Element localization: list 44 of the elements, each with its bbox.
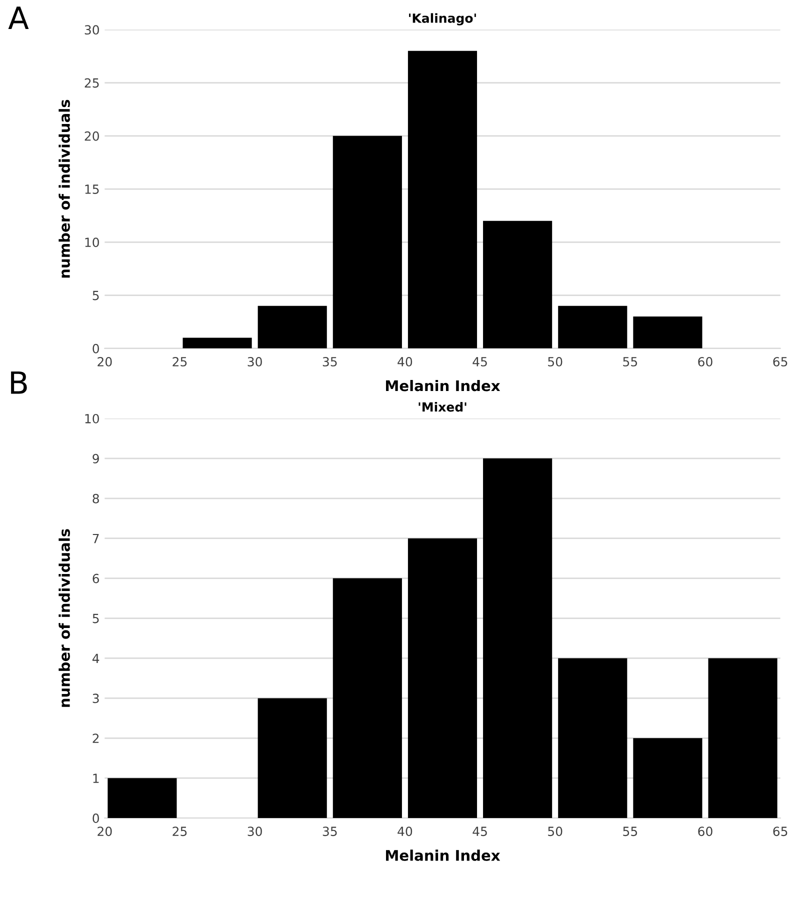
x-tick-label: 40 [398,826,412,836]
x-tick-label: 60 [698,356,712,366]
text: B [11,371,27,394]
chart-title: 'Mixed' [418,402,466,412]
x-tick-label: 25 [172,826,187,836]
x-tick-label: 55 [623,826,638,836]
x-axis-title: Melanin Index [386,850,500,861]
x-tick-label: 30 [248,826,262,836]
x-axis-title: Melanin Index [386,380,500,392]
x-tick-label: 45 [472,826,487,836]
y-tick-label: 20 [84,131,99,141]
y-tick-label: 9 [92,454,99,464]
y-tick-label: 25 [84,78,99,88]
x-tick-label: 30 [248,356,262,366]
y-tick-label: 10 [85,414,99,424]
y-tick-label: 6 [92,574,100,584]
y-tick-label: 5 [92,290,99,300]
chart-title: 'Kalinago' [409,13,476,26]
y-tick-label: 3 [92,694,99,704]
y-tick-label: 10 [85,238,99,248]
text: A [8,6,29,29]
y-tick-label: 0 [92,814,99,824]
x-tick-label: 25 [172,356,187,366]
y-tick-label: 1 [93,774,99,783]
y-tick-label: 5 [92,614,99,624]
x-tick-label: 45 [472,357,487,366]
x-tick-label: 35 [322,356,337,366]
x-tick-label: 65 [773,826,788,836]
y-tick-label: 30 [84,25,99,35]
x-tick-label: 35 [322,826,337,836]
y-tick-label: 7 [92,534,99,544]
y-tick-label: 2 [92,734,99,743]
y-tick-label: 8 [92,494,99,504]
y-tick-label: 0 [92,344,99,354]
y-axis-title: number of individuals [58,529,70,707]
y-axis-title: number of individuals [58,100,70,278]
x-tick-label: 60 [698,826,712,836]
y-tick-label: 4 [92,654,100,663]
x-tick-label: 65 [773,356,788,366]
x-tick-label: 50 [548,356,562,366]
x-tick-label: 55 [623,357,638,366]
x-tick-label: 40 [398,356,412,366]
x-tick-label: 50 [548,826,562,836]
y-tick-label: 15 [85,184,99,194]
